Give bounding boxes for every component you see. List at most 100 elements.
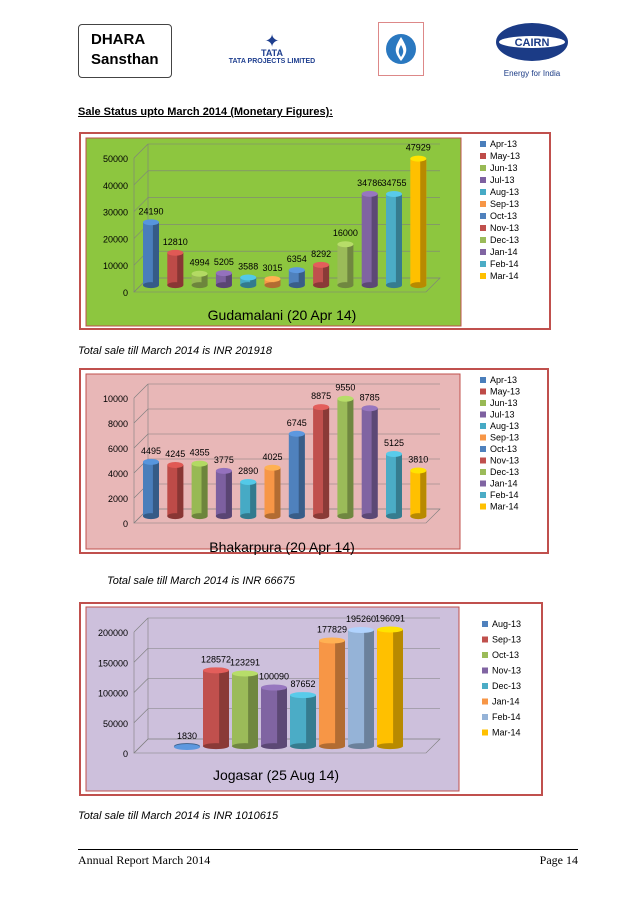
- gridline-side: [133, 143, 149, 159]
- bar-base: [313, 282, 330, 289]
- y-tick-label: 100000: [98, 689, 128, 699]
- legend-label: Dec-13: [490, 467, 519, 477]
- bar-top: [215, 270, 232, 277]
- tata-emblem-icon: ✦: [264, 31, 280, 51]
- legend-swatch: [482, 652, 488, 658]
- bar-base: [337, 282, 354, 289]
- legend-swatch: [480, 457, 486, 464]
- bar: [377, 626, 403, 750]
- legend-swatch: [480, 400, 486, 406]
- chart-bhakarpura: 0 2000 4000 6000 8000 10000 4495 4245 4355 3775 28…: [79, 368, 549, 555]
- bar-base: [361, 282, 378, 289]
- page-heading: Sale Status upto March 2014 (Monetary Fi…: [78, 106, 333, 118]
- bar-shadow: [177, 465, 184, 517]
- legend-swatch: [480, 273, 486, 279]
- legend-label: Nov-13: [492, 666, 521, 676]
- bar: [191, 460, 208, 520]
- bar-base: [337, 513, 354, 520]
- y-tick-label: 4000: [108, 469, 128, 479]
- total-sale-note-bhakarpura: Total sale till March 2014 is INR 66675: [107, 575, 295, 587]
- bar: [288, 267, 305, 289]
- legend-swatch: [482, 636, 488, 643]
- bar-top: [319, 637, 345, 644]
- bar-top: [174, 743, 200, 750]
- data-label: 87652: [290, 679, 315, 689]
- legend-swatch: [480, 434, 486, 441]
- legend-label: Sep-13: [492, 635, 521, 645]
- bar-top: [337, 241, 354, 248]
- bar: [167, 249, 184, 289]
- legend-swatch: [482, 729, 488, 736]
- bar: [348, 626, 374, 750]
- bar-base: [386, 282, 402, 289]
- y-tick-label: 50000: [103, 719, 128, 729]
- tata-projects-logo: ✦ TATA TATA PROJECTS LIMITED: [222, 31, 322, 65]
- legend-label: Oct-13: [492, 650, 519, 660]
- data-label: 8785: [360, 392, 380, 402]
- bar-shadow: [274, 279, 281, 286]
- bar-top: [261, 684, 287, 691]
- bar-shadow: [201, 273, 208, 286]
- cairn-label: CAIRN: [515, 37, 550, 49]
- bar: [143, 458, 159, 520]
- gridline-side: [133, 617, 149, 633]
- legend-label: Apr-13: [490, 375, 517, 385]
- bar-shadow: [323, 264, 330, 286]
- legend-label: Jan-14: [490, 247, 518, 257]
- bar-shadow: [298, 433, 305, 517]
- y-tick-label: 40000: [103, 181, 128, 191]
- legend-swatch: [480, 480, 486, 487]
- bar: [215, 270, 232, 289]
- legend-label: Jun-13: [490, 398, 518, 408]
- bar-base: [410, 282, 427, 289]
- bar-base: [240, 513, 257, 520]
- bar-top: [410, 155, 427, 162]
- floor: [133, 738, 441, 754]
- cairn-logo: CAIRN Energy for India: [494, 22, 570, 78]
- y-tick-label: 6000: [108, 444, 128, 454]
- y-tick-label: 2000: [108, 494, 128, 504]
- data-label: 195260: [346, 614, 376, 624]
- bar: [319, 637, 345, 750]
- bar-top: [361, 190, 378, 197]
- legend-swatch: [480, 141, 486, 147]
- cairn-tagline: Energy for India: [503, 69, 561, 78]
- gridline-side: [133, 648, 149, 663]
- gridline-side: [133, 408, 149, 424]
- bar-base: [191, 282, 208, 289]
- legend-label: Jan-14: [492, 697, 520, 707]
- bar-top: [143, 458, 159, 465]
- gridline-side: [133, 383, 149, 399]
- data-label: 4355: [190, 448, 210, 458]
- bar-shadow: [152, 461, 159, 517]
- data-label: 47929: [406, 143, 431, 153]
- bar-top: [240, 274, 257, 281]
- y-tick-label: 10000: [103, 261, 128, 271]
- bar: [191, 270, 208, 289]
- legend-swatch: [482, 667, 488, 674]
- legend-swatch: [482, 714, 488, 720]
- bar-base: [410, 513, 427, 520]
- bar-top: [167, 249, 184, 256]
- legend-label: Feb-14: [490, 259, 519, 269]
- y-tick-label: 10000: [103, 394, 128, 404]
- gridline-side: [133, 197, 149, 212]
- water-drop-icon: [386, 34, 416, 64]
- data-label: 34755: [381, 178, 406, 188]
- bar-shadow: [152, 222, 159, 286]
- data-label: 123291: [230, 658, 260, 668]
- legend-label: Jul-13: [490, 175, 515, 185]
- legend-label: Aug-13: [492, 619, 521, 629]
- bar-shadow: [274, 467, 281, 517]
- bar-shadow: [323, 407, 330, 517]
- legend-swatch: [480, 492, 486, 498]
- bar-top: [240, 478, 257, 485]
- y-tick-label: 0: [123, 288, 128, 298]
- legend-label: Feb-14: [492, 712, 521, 722]
- legend-label: Sep-13: [490, 199, 519, 209]
- bar-base: [232, 743, 258, 750]
- bar-top: [232, 670, 258, 677]
- legend-swatch: [480, 261, 486, 267]
- bar-base: [264, 282, 281, 289]
- y-tick-label: 200000: [98, 628, 128, 638]
